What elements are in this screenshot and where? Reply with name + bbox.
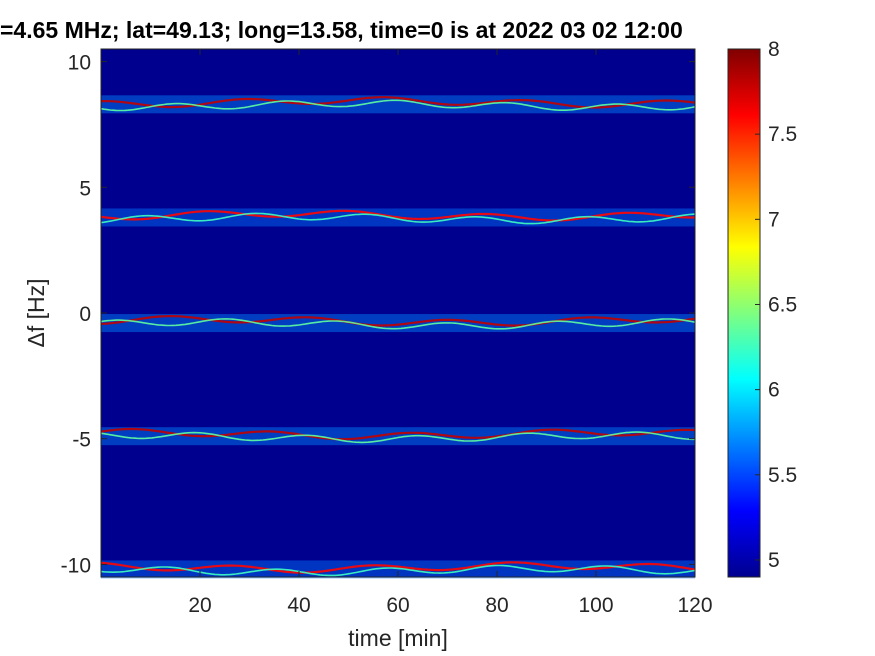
band-core	[100, 431, 695, 444]
band-core	[101, 96, 696, 109]
colorbar-tick-label: 6.5	[768, 293, 797, 316]
x-tick-label: 60	[386, 594, 409, 617]
colorbar-tick-label: 8	[768, 38, 780, 61]
colorbar-tick-label: 7	[768, 208, 780, 231]
colorbar-scale	[727, 48, 761, 578]
band-core	[100, 561, 696, 574]
spectral-band	[100, 314, 696, 333]
band-core	[100, 209, 695, 222]
colorbar-tick-label: 7.5	[768, 123, 797, 146]
band-core	[100, 427, 696, 441]
y-axis-label: Δf [Hz]	[23, 278, 49, 347]
colorbar-ticks: 8 7.5 7 6.5 6 5.5 5	[755, 38, 797, 572]
y-tick-label: 10	[68, 52, 91, 75]
y-tick-label: -5	[72, 429, 91, 452]
chart-title: =4.65 MHz; lat=49.13; long=13.58, time=0…	[0, 17, 683, 43]
band-core	[100, 318, 696, 330]
colorbar-tick-label: 5.5	[768, 464, 797, 487]
spectral-band	[100, 208, 696, 227]
band-glow	[101, 314, 695, 333]
y-tick-label: -10	[61, 554, 91, 577]
y-tick-label: 5	[79, 177, 91, 200]
x-tick-label: 100	[578, 594, 613, 617]
band-core	[100, 99, 696, 112]
x-tick-label: 80	[485, 594, 508, 617]
band-core	[100, 212, 696, 225]
x-tick-label: 20	[188, 594, 211, 617]
x-axis-ticks: 20 40 60 80 100 120	[188, 49, 713, 617]
colorbar-tick-label: 6	[768, 379, 780, 402]
colorbar-tick-label: 5	[768, 549, 780, 572]
spectral-band	[100, 427, 696, 446]
band-core	[100, 315, 696, 327]
x-axis-label: time [min]	[348, 625, 448, 651]
colorbar: 8 7.5 7 6.5 6 5.5 5	[727, 38, 797, 578]
y-tick-label: 0	[79, 303, 91, 326]
x-tick-label: 120	[677, 594, 712, 617]
plot-background	[101, 49, 695, 577]
x-tick-label: 40	[287, 594, 310, 617]
y-axis-ticks: 10 5 0 -5 -10	[61, 52, 695, 577]
plot-area	[100, 48, 696, 579]
spectral-band	[100, 95, 696, 114]
